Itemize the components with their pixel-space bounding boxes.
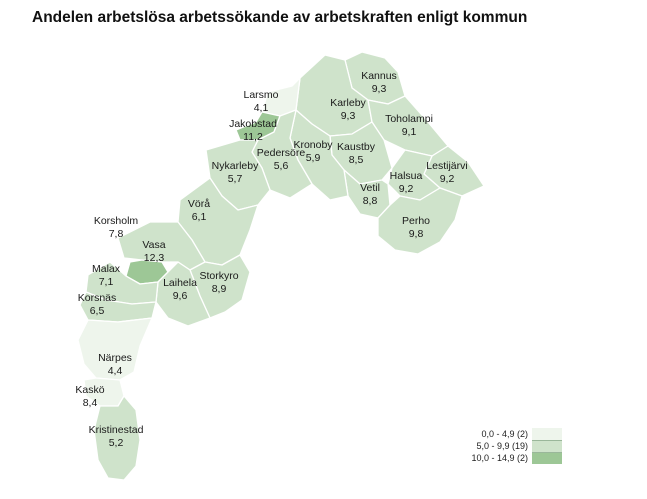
label-storkyro: Storkyro 8,9 bbox=[199, 270, 239, 295]
label-toholampi: Toholampi 9,1 bbox=[385, 113, 433, 138]
legend-label: 5,0 - 9,9 (19) bbox=[476, 441, 528, 451]
label-korsholm: Korsholm 7,8 bbox=[93, 215, 139, 240]
label-vasa: Vasa 12,3 bbox=[142, 239, 166, 264]
legend-swatch bbox=[532, 428, 562, 440]
map-title: Andelen arbetslösa arbetssökande av arbe… bbox=[32, 9, 528, 26]
label-laihela: Laihela 9,6 bbox=[163, 277, 197, 302]
legend-label: 0,0 - 4,9 (2) bbox=[481, 429, 528, 439]
region-perho[interactable] bbox=[377, 187, 463, 255]
legend-row: 10,0 - 14,9 (2) bbox=[470, 452, 562, 464]
label-kristinestad: Kristinestad 5,2 bbox=[88, 424, 144, 449]
legend-label: 10,0 - 14,9 (2) bbox=[471, 453, 528, 463]
region-laihela[interactable] bbox=[155, 261, 211, 327]
legend-row: 0,0 - 4,9 (2) bbox=[470, 428, 562, 440]
label-vetil: Vetil 8,8 bbox=[360, 182, 380, 207]
label-halsua: Halsua 9,2 bbox=[389, 170, 423, 195]
label-kannus: Kannus 9,3 bbox=[361, 70, 397, 95]
legend-swatch bbox=[532, 440, 562, 452]
label-karleby: Karleby 9,3 bbox=[330, 97, 366, 122]
label-korsnas: Korsnäs 6,5 bbox=[77, 292, 117, 317]
region-narpes[interactable] bbox=[77, 317, 153, 381]
label-kronoby: Kronoby 5,9 bbox=[293, 139, 333, 164]
label-malax: Malax 7,1 bbox=[91, 263, 121, 288]
label-larsmo: Larsmo 4,1 bbox=[243, 89, 279, 114]
label-perho: Perho 9,8 bbox=[401, 215, 431, 240]
legend-swatch bbox=[532, 452, 562, 464]
label-nykarleby: Nykarleby 5,7 bbox=[211, 160, 259, 185]
legend-row: 5,0 - 9,9 (19) bbox=[470, 440, 562, 452]
region-kristinestad[interactable] bbox=[93, 395, 141, 481]
label-kasko: Kaskö 8,4 bbox=[75, 384, 105, 409]
label-kaustby: Kaustby 8,5 bbox=[337, 141, 375, 166]
label-pedersore: Pedersöre 5,6 bbox=[256, 147, 306, 172]
label-jakobstad: Jakobstad 11,2 bbox=[229, 118, 277, 143]
label-vora: Vörå 6,1 bbox=[187, 198, 211, 223]
label-narpes: Närpes 4,4 bbox=[98, 352, 132, 377]
map-legend: 0,0 - 4,9 (2) 5,0 - 9,9 (19) 10,0 - 14,9… bbox=[470, 428, 562, 464]
label-lestijarvi: Lestijärvi 9,2 bbox=[426, 160, 468, 185]
